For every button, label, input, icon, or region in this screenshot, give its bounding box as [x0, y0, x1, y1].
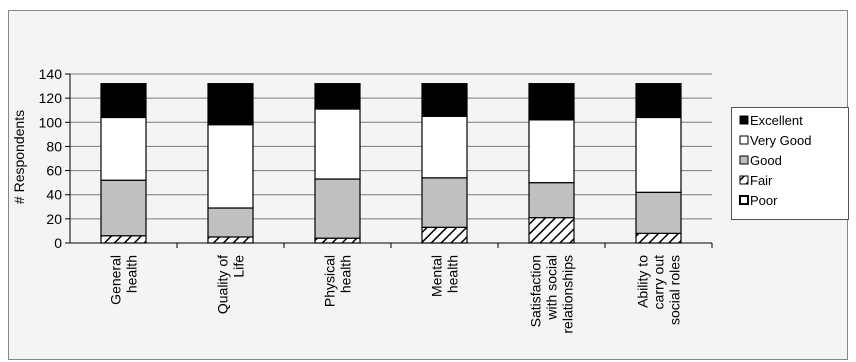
x-tick-label: Ability to [635, 255, 651, 308]
bar-segment-good [528, 182, 575, 219]
bar-segment-excellent [635, 83, 682, 119]
x-tick-label: carry out [651, 255, 667, 310]
bar-segment-fair [314, 237, 361, 244]
bar-segment-very-good [528, 119, 575, 184]
bar-segment-very-good [207, 124, 254, 209]
bar-segment-very-good [314, 108, 361, 180]
x-tick-label: Quality of [215, 255, 231, 314]
y-tick-label: 140 [39, 66, 63, 82]
bar-segment-excellent [421, 83, 468, 117]
x-tick-label: health [124, 255, 140, 293]
legend-swatch-very-good [739, 135, 749, 145]
y-tick-label: 0 [54, 235, 62, 251]
x-tick-label: with social [544, 255, 560, 321]
bar-segment-very-good [100, 116, 147, 181]
legend-swatch-fair [739, 175, 749, 185]
bar-segment-fair [528, 217, 575, 244]
legend-label: Good [750, 153, 782, 168]
legend-swatch-excellent [739, 115, 749, 125]
y-tick-label: 120 [39, 90, 63, 106]
y-tick-label: 20 [46, 211, 62, 227]
bar-segment-very-good [635, 116, 682, 193]
legend-label: Very Good [750, 133, 811, 148]
bar-segment-fair [421, 226, 468, 244]
bar-segment-fair [635, 232, 682, 244]
x-tick-label: health [445, 255, 461, 293]
y-tick-label: 80 [46, 138, 62, 154]
bar-segment-excellent [528, 83, 575, 121]
legend-label: Poor [750, 193, 778, 208]
bar-segment-good [207, 207, 254, 238]
x-tick-label: Mental [429, 255, 445, 297]
legend-items: Excellent Very Good Good Fair Poor [739, 113, 811, 208]
legend-label: Fair [750, 173, 773, 188]
y-axis-label: # Respondents [11, 110, 27, 204]
bar-segment-good [100, 179, 147, 237]
legend-label: Excellent [750, 113, 803, 128]
legend: Excellent Very Good Good Fair Poor [731, 107, 849, 220]
x-tick-label: relationships [560, 255, 576, 334]
legend-swatch-good [739, 155, 749, 165]
x-tick-label: Physical [322, 255, 338, 307]
x-tick-label: Life [231, 255, 247, 278]
bar-segment-good [635, 191, 682, 234]
y-tick-label: 100 [39, 114, 63, 130]
x-tick-label: health [338, 255, 354, 293]
x-tick-label: social roles [667, 255, 683, 325]
bar-segment-very-good [421, 115, 468, 179]
bar-segment-good [314, 178, 361, 239]
y-tick-label: 60 [46, 163, 62, 179]
bar-segment-good [421, 177, 468, 228]
x-tick-label: Satisfaction [528, 255, 544, 327]
bar-segment-fair [100, 235, 147, 244]
y-tick-label: 40 [46, 187, 62, 203]
bar-segment-excellent [100, 83, 147, 119]
bar-segment-fair [207, 236, 254, 244]
x-tick-label: General [108, 255, 124, 305]
bar-segment-excellent [314, 83, 361, 110]
bar-segment-excellent [207, 83, 254, 126]
legend-swatch-poor [739, 195, 749, 205]
